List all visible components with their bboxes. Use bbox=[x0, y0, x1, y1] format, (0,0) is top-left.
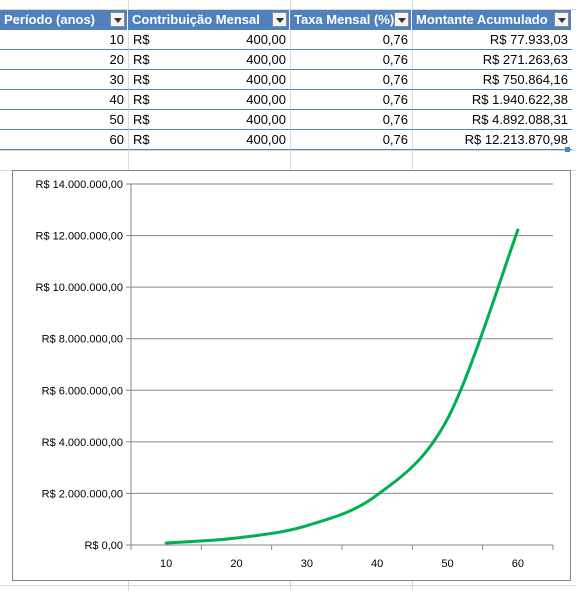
chart-canvas: R$ 0,00 R$ 2.000.000,00 R$ 4.000.000,00 R$ … bbox=[36, 179, 554, 570]
x-tick-label: 50 bbox=[441, 558, 453, 570]
x-tick-label: 40 bbox=[371, 558, 383, 570]
currency-symbol: R$ bbox=[133, 52, 150, 67]
cell-taxa[interactable]: 0,76 bbox=[290, 130, 412, 150]
table-row: 60 R$ 400,00 0,76 R$ 12.213.870,98 bbox=[0, 130, 572, 152]
x-tick-label: 60 bbox=[512, 558, 524, 570]
cell-contribuicao[interactable]: R$ 400,00 bbox=[128, 50, 290, 70]
filter-dropdown-icon[interactable] bbox=[554, 12, 569, 27]
table-row: 20 R$ 400,00 0,76 R$ 271.263,63 bbox=[0, 50, 572, 70]
y-tick-label: R$ 14.000.000,00 bbox=[36, 179, 123, 191]
y-tick-label: R$ 6.000.000,00 bbox=[42, 385, 123, 397]
cell-taxa[interactable]: 0,76 bbox=[290, 90, 412, 110]
cell-contribuicao[interactable]: R$ 400,00 bbox=[128, 30, 290, 50]
cell-taxa[interactable]: 0,76 bbox=[290, 110, 412, 130]
cell-periodo[interactable]: 50 bbox=[0, 110, 128, 130]
table-resize-handle[interactable] bbox=[565, 147, 570, 152]
currency-symbol: R$ bbox=[133, 32, 150, 47]
cell-contribuicao[interactable]: R$ 400,00 bbox=[128, 110, 290, 130]
filter-dropdown-icon[interactable] bbox=[110, 12, 125, 27]
line-chart[interactable]: R$ 0,00 R$ 2.000.000,00 R$ 4.000.000,00 R$ … bbox=[12, 170, 571, 581]
y-tick-label: R$ 8.000.000,00 bbox=[42, 334, 123, 346]
header-label: Taxa Mensal (%) bbox=[294, 12, 395, 27]
y-tick-label: R$ 2.000.000,00 bbox=[42, 488, 123, 500]
cell-periodo[interactable]: 10 bbox=[0, 30, 128, 50]
series-line bbox=[164, 228, 520, 545]
table-row: 30 R$ 400,00 0,76 R$ 750.864,16 bbox=[0, 70, 572, 90]
cell-periodo[interactable]: 20 bbox=[0, 50, 128, 70]
x-tick-label: 20 bbox=[230, 558, 242, 570]
contribuicao-value: 400,00 bbox=[246, 92, 286, 107]
cell-periodo[interactable]: 40 bbox=[0, 90, 128, 110]
filter-dropdown-icon[interactable] bbox=[272, 12, 287, 27]
contribuicao-value: 400,00 bbox=[246, 52, 286, 67]
currency-symbol: R$ bbox=[133, 112, 150, 127]
filter-dropdown-icon[interactable] bbox=[394, 12, 409, 27]
header-label: Contribuição Mensal bbox=[132, 12, 260, 27]
contribuicao-value: 400,00 bbox=[246, 32, 286, 47]
cell-contribuicao[interactable]: R$ 400,00 bbox=[128, 90, 290, 110]
y-tick-label: R$ 4.000.000,00 bbox=[42, 437, 123, 449]
table-header-row: Período (anos) Contribuição Mensal Taxa … bbox=[0, 10, 572, 30]
y-tick-label: R$ 10.000.000,00 bbox=[36, 282, 123, 294]
header-label: Período (anos) bbox=[4, 12, 96, 27]
header-contribuicao[interactable]: Contribuição Mensal bbox=[128, 10, 290, 30]
cell-montante[interactable]: R$ 4.892.088,31 bbox=[412, 110, 572, 130]
cell-taxa[interactable]: 0,76 bbox=[290, 50, 412, 70]
cell-contribuicao[interactable]: R$ 400,00 bbox=[128, 130, 290, 150]
cell-montante[interactable]: R$ 77.933,03 bbox=[412, 30, 572, 50]
header-montante[interactable]: Montante Acumulado bbox=[412, 10, 572, 30]
cell-montante[interactable]: R$ 12.213.870,98 bbox=[412, 130, 572, 150]
currency-symbol: R$ bbox=[133, 72, 150, 87]
contribuicao-value: 400,00 bbox=[246, 72, 286, 87]
header-taxa[interactable]: Taxa Mensal (%) bbox=[290, 10, 412, 30]
header-periodo[interactable]: Período (anos) bbox=[0, 10, 128, 30]
cell-montante[interactable]: R$ 750.864,16 bbox=[412, 70, 572, 90]
cell-taxa[interactable]: 0,76 bbox=[290, 70, 412, 90]
currency-symbol: R$ bbox=[133, 132, 150, 147]
contribuicao-value: 400,00 bbox=[246, 132, 286, 147]
cell-periodo[interactable]: 60 bbox=[0, 130, 128, 150]
x-tick-label: 10 bbox=[160, 558, 172, 570]
y-tick-label: R$ 12.000.000,00 bbox=[36, 231, 123, 243]
contribuicao-value: 400,00 bbox=[246, 112, 286, 127]
header-label: Montante Acumulado bbox=[416, 12, 548, 27]
x-tick-label: 30 bbox=[301, 558, 313, 570]
cell-montante[interactable]: R$ 1.940.622,38 bbox=[412, 90, 572, 110]
data-table: Período (anos) Contribuição Mensal Taxa … bbox=[0, 10, 572, 152]
cell-taxa[interactable]: 0,76 bbox=[290, 30, 412, 50]
y-tick-label: R$ 0,00 bbox=[84, 540, 123, 552]
table-row: 50 R$ 400,00 0,76 R$ 4.892.088,31 bbox=[0, 110, 572, 130]
cell-contribuicao[interactable]: R$ 400,00 bbox=[128, 70, 290, 90]
cell-montante[interactable]: R$ 271.263,63 bbox=[412, 50, 572, 70]
cell-periodo[interactable]: 30 bbox=[0, 70, 128, 90]
table-row: 10 R$ 400,00 0,76 R$ 77.933,03 bbox=[0, 30, 572, 50]
table-row: 40 R$ 400,00 0,76 R$ 1.940.622,38 bbox=[0, 90, 572, 110]
currency-symbol: R$ bbox=[133, 92, 150, 107]
